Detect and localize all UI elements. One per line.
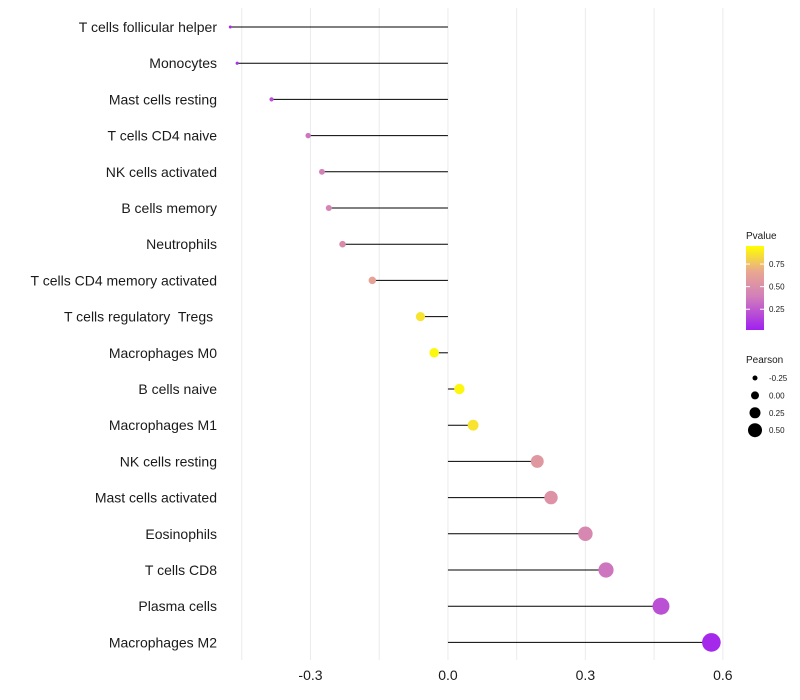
legend: Pvalue 0.75 0.50 0.25 Pearson -0.25 0.00 0.2…: [746, 231, 788, 438]
category-labels: T cells follicular helper Monocytes Mast c…: [31, 19, 218, 650]
category-label: Mast cells resting: [109, 91, 217, 107]
data-point: [325, 204, 332, 212]
category-label: T cells follicular helper: [79, 19, 218, 35]
x-tick-label: 0.0: [438, 667, 458, 683]
x-tick-label: 0.3: [576, 667, 596, 683]
size-legend-label: 0.00: [769, 391, 785, 400]
data-point: [269, 97, 274, 102]
category-label: Monocytes: [149, 55, 217, 71]
data-point: [544, 490, 558, 505]
colorbar-tick-label: 0.50: [769, 283, 785, 292]
data-point: [235, 61, 239, 65]
size-legend-dot: [752, 375, 758, 381]
category-label: Macrophages M0: [109, 345, 217, 361]
category-label: Plasma cells: [138, 598, 217, 614]
data-point: [318, 168, 325, 175]
pvalue-colorbar: [746, 246, 764, 330]
pearson-legend-title: Pearson: [746, 355, 783, 366]
size-legend-label: 0.25: [769, 409, 785, 418]
data-point: [454, 383, 465, 395]
data-point: [467, 419, 479, 431]
size-legend-dot: [749, 407, 761, 419]
pvalue-legend: Pvalue 0.75 0.50 0.25: [746, 231, 785, 330]
data-point: [305, 132, 311, 139]
data-point: [429, 348, 439, 358]
size-legend-dot: [751, 391, 759, 400]
category-label: Mast cells activated: [95, 490, 217, 506]
grid-lines: [241, 8, 724, 660]
pearson-size-entries: -0.25 0.00 0.25 0.50: [748, 374, 788, 438]
data-point: [598, 562, 614, 578]
category-label: Eosinophils: [145, 526, 217, 542]
size-legend-dot: [748, 423, 762, 438]
data-point: [702, 633, 721, 652]
data-point: [578, 526, 593, 542]
x-tick-label: 0.6: [713, 667, 733, 683]
x-axis-ticks: -0.3 0.0 0.3 0.6: [298, 667, 732, 683]
size-legend-label: 0.50: [769, 426, 785, 435]
category-label: NK cells resting: [120, 453, 217, 469]
pearson-legend: Pearson -0.25 0.00 0.25 0.50: [746, 355, 788, 438]
category-label: T cells CD8: [145, 562, 217, 578]
size-legend-label: -0.25: [769, 374, 788, 383]
data-point: [652, 597, 670, 615]
category-label: B cells memory: [121, 200, 217, 216]
category-label: NK cells activated: [106, 164, 217, 180]
pvalue-legend-title: Pvalue: [746, 231, 777, 242]
category-label: Macrophages M1: [109, 417, 217, 433]
category-label: Macrophages M2: [109, 634, 217, 650]
colorbar-tick-label: 0.25: [769, 305, 785, 314]
category-label: B cells naive: [138, 381, 217, 397]
pvalue-colorbar-ticks: 0.75 0.50 0.25: [746, 260, 785, 314]
category-label: T cells regulatory Tregs: [64, 309, 217, 325]
category-label: Neutrophils: [146, 236, 217, 252]
lollipop-stems: [230, 26, 712, 643]
category-label: T cells CD4 memory activated: [31, 272, 217, 288]
data-point: [339, 240, 346, 248]
data-point: [228, 25, 232, 29]
colorbar-tick-label: 0.75: [769, 260, 785, 269]
x-tick-label: -0.3: [298, 667, 322, 683]
data-point: [530, 454, 544, 468]
data-point: [415, 312, 425, 322]
data-point: [368, 276, 377, 285]
lollipop-points: [228, 25, 721, 652]
category-label: T cells CD4 naive: [108, 128, 218, 144]
